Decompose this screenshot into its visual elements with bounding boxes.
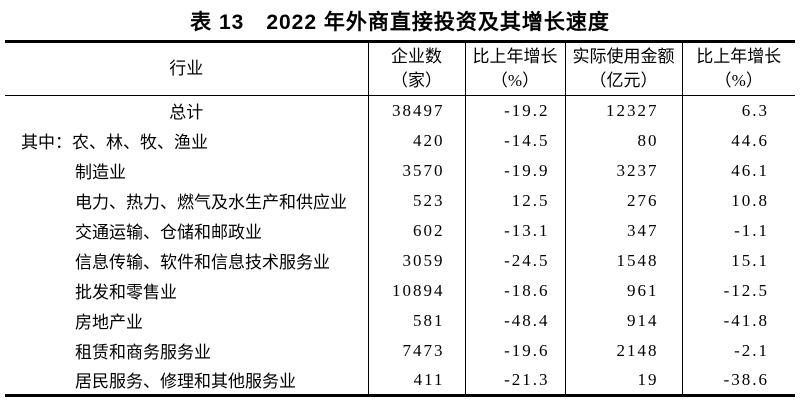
industry-label: 其中：农、林、牧、渔业 [21,133,208,152]
enterprises-growth-cell: 12.5 [464,185,565,216]
industry-label: 租赁和商务服务业 [75,343,211,362]
amount-used-cell: 12327 [564,95,682,126]
industry-label: 交通运输、仓储和邮政业 [75,223,262,242]
amount-used-cell: 914 [564,305,682,336]
table-title: 表 13 2022 年外商直接投资及其增长速度 [190,11,610,34]
industry-label: 信息传输、软件和信息技术服务业 [75,253,330,272]
amount-growth-cell: 15.1 [681,245,795,276]
enterprises-count-cell: 3059 [367,245,465,276]
amount-used-cell: 347 [564,215,682,246]
enterprises-growth-cell: -19.9 [464,155,565,186]
col-header-enterprises-unit: （家） [391,71,442,90]
industry-label: 居民服务、修理和其他服务业 [75,372,296,392]
col-header-amount-growth: 比上年增长 （%） [681,41,795,96]
table-row: 居民服务、修理和其他服务业 411 -21.3 19 -38.6 [5,365,795,396]
col-header-industry: 行业 [5,41,368,96]
enterprises-count-cell: 10894 [367,275,465,306]
industry-label: 房地产业 [75,313,143,332]
enterprises-growth-cell: -18.6 [464,275,565,306]
amount-used-cell: 276 [564,185,682,216]
enterprises-count-cell: 523 [367,185,465,216]
enterprises-growth-cell: -21.3 [464,365,565,396]
enterprises-growth-cell: -19.6 [464,335,565,366]
table-row: 租赁和商务服务业 7473 -19.6 2148 -2.1 [5,335,795,366]
industry-cell: 批发和零售业 [5,276,368,306]
table-row: 总计 38497 -19.2 12327 6.3 [5,95,795,126]
enterprises-count-cell: 7473 [367,335,465,366]
amount-growth-cell: -38.6 [681,365,795,396]
col-header-enterprises-growth-label: 比上年增长 [472,47,558,66]
amount-used-cell: 19 [564,365,682,396]
table-row: 信息传输、软件和信息技术服务业 3059 -24.5 1548 15.1 [5,245,795,276]
col-header-amount-used-unit: （亿元） [589,71,658,90]
col-header-enterprises-growth: 比上年增长 （%） [464,41,565,96]
enterprises-count-cell: 581 [367,305,465,336]
industry-cell: 租赁和商务服务业 [5,336,368,366]
enterprises-count-cell: 3570 [367,155,465,186]
amount-growth-cell: 46.1 [681,155,795,186]
table-row: 批发和零售业 10894 -18.6 961 -12.5 [5,275,795,306]
col-header-enterprises-growth-unit: （%） [490,71,540,90]
table-row: 交通运输、仓储和邮政业 602 -13.1 347 -1.1 [5,215,795,246]
enterprises-growth-cell: -48.4 [464,305,565,336]
industry-cell: 其中：农、林、牧、渔业 [5,126,368,156]
table-row: 电力、热力、燃气及水生产和供应业 523 12.5 276 10.8 [5,185,795,216]
table-row: 房地产业 581 -48.4 914 -41.8 [5,305,795,336]
amount-growth-cell: -12.5 [681,275,795,306]
table-row: 其中：农、林、牧、渔业 420 -14.5 80 44.6 [5,125,795,156]
amount-used-cell: 2148 [564,335,682,366]
col-header-enterprises: 企业数 （家） [367,41,465,96]
enterprises-growth-cell: -13.1 [464,215,565,246]
enterprises-growth-cell: -19.2 [464,95,565,126]
amount-growth-cell: -41.8 [681,305,795,336]
col-header-amount-used-label: 实际使用金额 [572,47,675,66]
header-row: 行业 企业数 （家） 比上年增长 （%） 实际使用金额 （亿元） 比上年增长 （… [5,41,795,96]
industry-cell: 交通运输、仓储和邮政业 [5,216,368,246]
col-header-industry-label: 行业 [169,59,204,78]
amount-used-cell: 80 [564,125,682,156]
enterprises-count-cell: 411 [367,365,465,396]
amount-growth-cell: -1.1 [681,215,795,246]
industry-label: 总计 [169,103,204,123]
industry-cell: 房地产业 [5,306,368,336]
enterprises-growth-cell: -14.5 [464,125,565,156]
col-header-enterprises-label: 企业数 [391,47,442,66]
col-header-amount-used: 实际使用金额 （亿元） [564,41,682,96]
industry-cell: 电力、热力、燃气及水生产和供应业 [5,186,368,216]
industry-label: 批发和零售业 [75,283,177,302]
amount-used-cell: 1548 [564,245,682,276]
col-header-amount-growth-unit: （%） [714,71,763,90]
industry-cell: 居民服务、修理和其他服务业 [5,366,368,396]
industry-cell: 信息传输、软件和信息技术服务业 [5,246,368,276]
amount-growth-cell: 10.8 [681,185,795,216]
table-row: 制造业 3570 -19.9 3237 46.1 [5,155,795,186]
enterprises-count-cell: 602 [367,215,465,246]
amount-used-cell: 3237 [564,155,682,186]
amount-growth-cell: 6.3 [681,95,795,126]
industry-label: 制造业 [75,163,126,182]
table-body: 总计 38497 -19.2 12327 6.3 其中：农、林、牧、渔业 420… [5,95,795,396]
industry-cell: 制造业 [5,156,368,186]
enterprises-count-cell: 38497 [367,95,465,126]
col-header-amount-growth-label: 比上年增长 [696,47,782,66]
industry-cell: 总计 [5,96,368,126]
amount-used-cell: 961 [564,275,682,306]
amount-growth-cell: -2.1 [681,335,795,366]
enterprises-growth-cell: -24.5 [464,245,565,276]
enterprises-count-cell: 420 [367,125,465,156]
fdi-table: 行业 企业数 （家） 比上年增长 （%） 实际使用金额 （亿元） 比上年增长 （… [5,40,795,397]
amount-growth-cell: 44.6 [681,125,795,156]
industry-label: 电力、热力、燃气及水生产和供应业 [75,193,347,212]
